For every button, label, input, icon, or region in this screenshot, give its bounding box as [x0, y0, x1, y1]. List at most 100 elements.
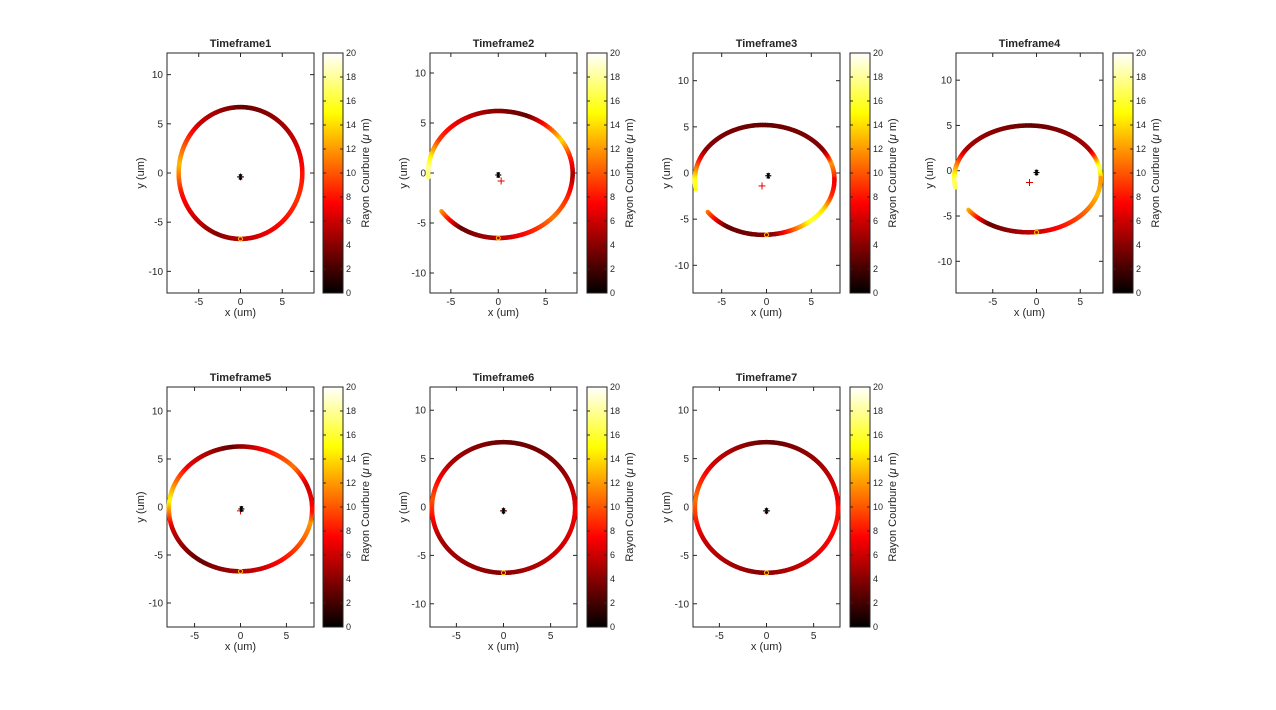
- y-tick-label: 5: [683, 122, 689, 133]
- colorbar-tick-label: 4: [610, 574, 615, 584]
- y-tick-label: 10: [678, 406, 690, 417]
- y-tick-label: -10: [149, 267, 164, 278]
- colorbar-tick-label: 12: [873, 144, 883, 154]
- y-tick-label: 0: [157, 503, 163, 514]
- colorbar-tick-label: 10: [873, 168, 883, 178]
- y-tick-label: 10: [941, 76, 953, 87]
- colorbar-tick-label: 4: [873, 574, 878, 584]
- y-tick-label: 0: [420, 503, 426, 514]
- colorbar-tick-label: 20: [610, 382, 620, 392]
- colorbar-tick-label: 6: [346, 216, 351, 226]
- colorbar-tick-label: 6: [873, 550, 878, 560]
- axes-box: [956, 53, 1103, 293]
- y-tick-label: 5: [683, 454, 689, 465]
- colorbar-tick-label: 14: [610, 120, 620, 130]
- y-tick-label: -10: [149, 599, 164, 610]
- colorbar-tick-label: 18: [346, 72, 356, 82]
- colorbar-tick-label: 18: [610, 406, 620, 416]
- y-tick-label: 0: [420, 169, 426, 180]
- x-tick-label: 5: [809, 297, 815, 308]
- colorbar-tick-label: 4: [873, 240, 878, 250]
- colorbar-tick-label: 16: [1136, 96, 1146, 106]
- x-axis-label: x (um): [488, 641, 519, 653]
- colorbar-tick-label: 8: [1136, 192, 1141, 202]
- axes-box: [430, 387, 577, 627]
- colorbar-tick-label: 4: [610, 240, 615, 250]
- colorbar-tick-label: 14: [610, 454, 620, 464]
- colorbar-tick-label: 20: [873, 382, 883, 392]
- x-axis-label: x (um): [225, 641, 256, 653]
- x-tick-label: -5: [452, 631, 461, 642]
- x-tick-label: 5: [284, 631, 290, 642]
- colorbar-tick-label: 14: [346, 454, 356, 464]
- y-tick-label: 10: [415, 69, 427, 80]
- subplot-title: Timeframe2: [473, 38, 535, 50]
- colorbar-tick-label: 12: [1136, 144, 1146, 154]
- colorbar-tick-label: 18: [1136, 72, 1146, 82]
- y-axis-label: y (um): [661, 491, 673, 522]
- colorbar-tick-label: 8: [610, 526, 615, 536]
- subplot-title: Timeframe3: [736, 38, 798, 50]
- colorbar-tick-label: 8: [873, 526, 878, 536]
- colorbar-tick-label: 14: [1136, 120, 1146, 130]
- x-axis-label: x (um): [1014, 307, 1045, 319]
- colorbar-tick-label: 2: [346, 264, 351, 274]
- y-tick-label: 0: [157, 169, 163, 180]
- y-tick-label: 10: [152, 70, 164, 81]
- y-tick-label: 10: [152, 407, 164, 418]
- colorbar-label: Rayon Courbure (μ m): [360, 452, 372, 561]
- colorbar-tick-label: 6: [1136, 216, 1141, 226]
- subplot-title: Timeframe5: [210, 372, 272, 384]
- colorbar-tick-label: 6: [610, 216, 615, 226]
- x-axis-label: x (um): [751, 307, 782, 319]
- colorbar-tick-label: 8: [346, 526, 351, 536]
- y-axis-label: y (um): [661, 157, 673, 188]
- colorbar-tick-label: 18: [873, 72, 883, 82]
- colorbar-tick-label: 18: [873, 406, 883, 416]
- y-tick-label: 0: [683, 169, 689, 180]
- colorbar-tick-label: 18: [610, 72, 620, 82]
- colorbar-tick-label: 14: [873, 454, 883, 464]
- colorbar-tick-label: 16: [610, 96, 620, 106]
- colorbar-tick-label: 12: [346, 144, 356, 154]
- y-axis-label: y (um): [135, 491, 147, 522]
- x-tick-label: -5: [988, 297, 997, 308]
- colorbar-label: Rayon Courbure (μ m): [1150, 118, 1162, 227]
- colorbar-tick-label: 2: [610, 598, 615, 608]
- colorbar-tick-label: 2: [873, 598, 878, 608]
- colorbar-tick-label: 2: [346, 598, 351, 608]
- colorbar-tick-label: 4: [346, 240, 351, 250]
- y-axis-label: y (um): [398, 491, 410, 522]
- y-axis-label: y (um): [135, 157, 147, 188]
- colorbar-tick-label: 8: [873, 192, 878, 202]
- colorbar-tick-label: 16: [346, 96, 356, 106]
- x-tick-label: 5: [1077, 297, 1083, 308]
- colorbar-tick-label: 20: [346, 382, 356, 392]
- colorbar-tick-label: 4: [346, 574, 351, 584]
- x-tick-label: -5: [190, 631, 199, 642]
- x-tick-label: -5: [194, 297, 203, 308]
- y-tick-label: -5: [680, 215, 689, 226]
- colorbar-tick-label: 0: [610, 622, 615, 632]
- y-tick-label: 5: [420, 454, 426, 465]
- colorbar-tick-label: 12: [346, 478, 356, 488]
- colorbar-tick-label: 12: [610, 478, 620, 488]
- colorbar-tick-label: 18: [346, 406, 356, 416]
- colorbar-tick-label: 12: [873, 478, 883, 488]
- colorbar-tick-label: 0: [346, 622, 351, 632]
- axes-box: [167, 53, 314, 293]
- colorbar-tick-label: 2: [873, 264, 878, 274]
- colorbar-tick-label: 16: [610, 430, 620, 440]
- y-tick-label: -10: [675, 599, 690, 610]
